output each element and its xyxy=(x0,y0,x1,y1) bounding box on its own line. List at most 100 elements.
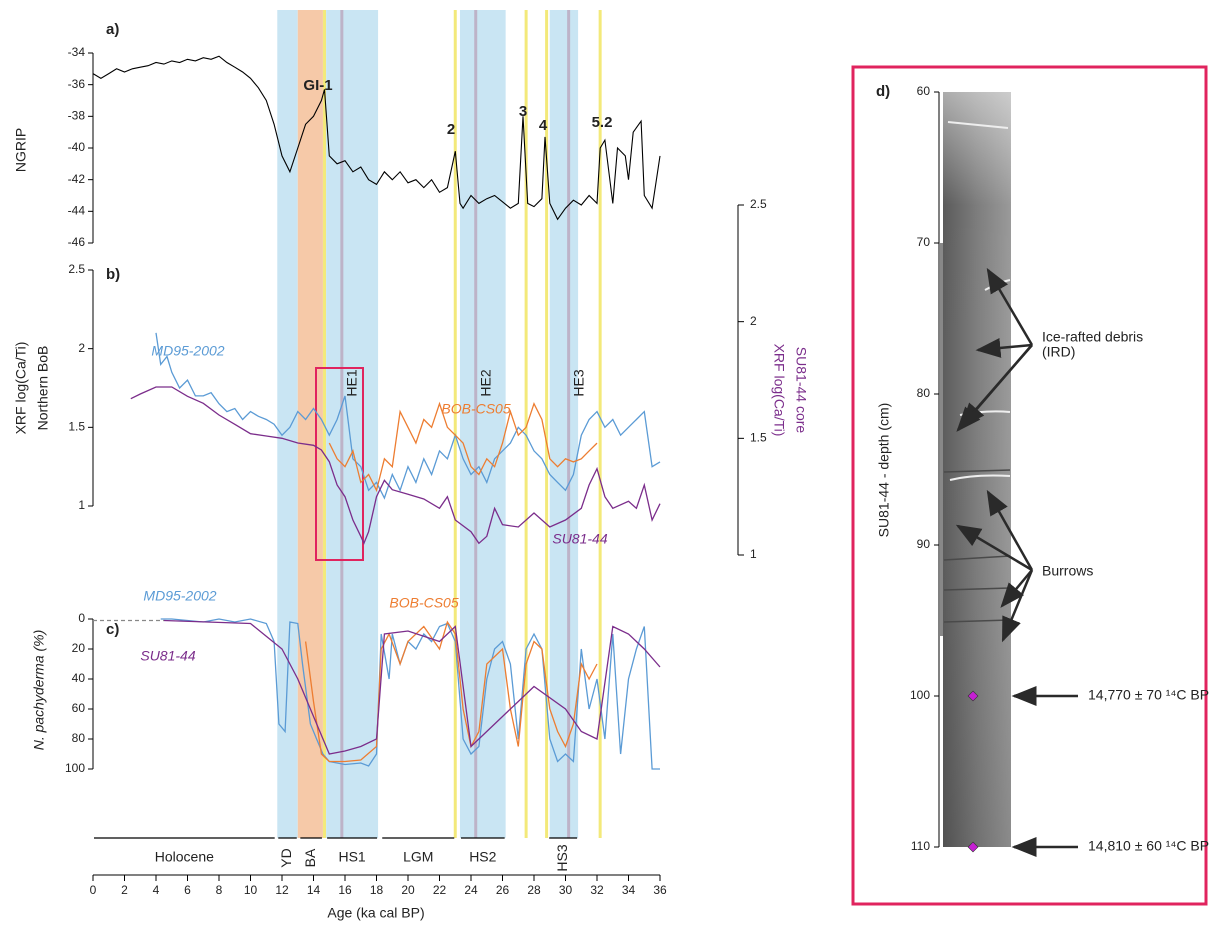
burrows-label: Burrows xyxy=(1042,563,1093,579)
x-tick-label: 0 xyxy=(90,883,97,897)
x-tick-label: 2 xyxy=(121,883,128,897)
period-label: BA xyxy=(302,848,318,867)
event-label: 5.2 xyxy=(592,114,613,131)
heinrich-label: HE2 xyxy=(477,369,493,396)
series-label: SU81-44 xyxy=(552,531,607,547)
period-label: HS1 xyxy=(338,849,365,865)
y-tick-label: 1.5 xyxy=(68,420,85,434)
y-tick-label: 100 xyxy=(910,688,930,702)
core-shading xyxy=(943,92,1011,847)
panel-letter: c) xyxy=(106,621,119,638)
y2-axis-title: XRF log(Ca/Ti) xyxy=(771,344,787,437)
event-label: 2 xyxy=(447,121,455,138)
core-layer xyxy=(943,469,1011,623)
x-tick-label: 10 xyxy=(244,883,258,897)
period-label: Holocene xyxy=(155,849,214,865)
arrow xyxy=(955,524,1033,572)
event-label: GI-1 xyxy=(303,77,332,94)
y2-tick-label: 2.5 xyxy=(750,197,767,211)
y-axis-title: NGRIP xyxy=(13,128,29,172)
event-label: 3 xyxy=(519,103,527,120)
y-axis-title: SU81-44 - depth (cm) xyxy=(876,403,892,538)
x-tick-label: 20 xyxy=(401,883,415,897)
series-label: MD95-2002 xyxy=(143,588,216,604)
shaded-band xyxy=(297,10,323,838)
heinrich-label: HE3 xyxy=(570,369,586,396)
data-line xyxy=(92,55,661,221)
y-tick-label: 2 xyxy=(78,341,85,355)
x-tick-label: 16 xyxy=(338,883,352,897)
y-tick-label: 90 xyxy=(917,537,931,551)
arrow xyxy=(986,267,1034,346)
period-label: LGM xyxy=(403,849,433,865)
y-tick-label: -44 xyxy=(68,204,86,218)
y-axis-title: N. pachyderma (%) xyxy=(31,630,47,751)
heinrich-label: HE1 xyxy=(344,369,360,396)
ird-label: Ice-rafted debris xyxy=(1042,329,1143,345)
shaded-band xyxy=(326,10,379,838)
y-tick-label: -40 xyxy=(68,140,86,154)
arrows xyxy=(955,267,1078,857)
ird-label: (IRD) xyxy=(1042,344,1075,360)
sample-date: 14,810 ± 60 ¹⁴C BP xyxy=(1088,838,1209,854)
y-tick-label: -46 xyxy=(68,235,86,249)
y-tick-label: 70 xyxy=(917,235,931,249)
data-line xyxy=(130,386,661,545)
y2-tick-label: 2 xyxy=(750,314,757,328)
data-line xyxy=(163,619,661,755)
y2-tick-label: 1 xyxy=(750,547,757,561)
data-line xyxy=(328,401,598,493)
y-tick-label: 100 xyxy=(65,761,85,775)
data-line xyxy=(155,332,661,500)
x-tick-label: 8 xyxy=(216,883,223,897)
y-tick-label: 80 xyxy=(72,731,86,745)
y-tick-label: -34 xyxy=(68,45,86,59)
depth-bar xyxy=(940,243,943,636)
x-tick-label: 14 xyxy=(307,883,321,897)
y-axis-title: XRF log(Ca/Ti) xyxy=(13,342,29,435)
x-tick-label: 4 xyxy=(153,883,160,897)
series-label: BOB-CS05 xyxy=(441,401,510,417)
period-label: HS2 xyxy=(469,849,496,865)
panel-letter: b) xyxy=(106,266,120,283)
data-line xyxy=(304,620,598,763)
x-tick-label: 36 xyxy=(653,883,667,897)
x-tick-label: 26 xyxy=(496,883,510,897)
y-tick-label: 40 xyxy=(72,671,86,685)
period-label: HS3 xyxy=(554,844,570,871)
y-tick-label: 110 xyxy=(911,839,930,853)
x-tick-label: 28 xyxy=(527,883,541,897)
shaded-band xyxy=(277,10,298,838)
x-tick-label: 32 xyxy=(590,883,604,897)
y-axis-title: Northern BoB xyxy=(35,346,51,431)
y2-axis-title: SU81-44 core xyxy=(793,347,809,434)
arrow xyxy=(986,489,1034,571)
event-label: 4 xyxy=(539,117,548,134)
x-tick-label: 12 xyxy=(275,883,289,897)
series-label: SU81-44 xyxy=(140,648,195,664)
highlight-box xyxy=(315,367,364,561)
series-label: BOB-CS05 xyxy=(389,595,458,611)
arrow xyxy=(1001,569,1034,643)
shaded-band xyxy=(549,10,579,838)
sample-date: 14,770 ± 70 ¹⁴C BP xyxy=(1088,687,1209,703)
x-tick-label: 18 xyxy=(370,883,384,897)
y-tick-label: 2.5 xyxy=(68,262,85,276)
arrow xyxy=(956,344,1033,432)
data-line xyxy=(160,618,660,770)
x-axis-title: Age (ka cal BP) xyxy=(327,905,424,921)
y-tick-label: 1 xyxy=(78,498,85,512)
x-tick-label: 24 xyxy=(464,883,478,897)
period-label: YD xyxy=(278,848,294,867)
y-tick-label: -36 xyxy=(68,77,86,91)
y-tick-label: 60 xyxy=(917,84,931,98)
arrow xyxy=(1000,569,1033,608)
panel-letter: d) xyxy=(876,83,890,100)
x-tick-label: 6 xyxy=(184,883,191,897)
y-tick-label: -38 xyxy=(68,109,86,123)
y-tick-label: -42 xyxy=(68,172,86,186)
sample-marker xyxy=(967,841,979,853)
x-tick-label: 30 xyxy=(559,883,573,897)
